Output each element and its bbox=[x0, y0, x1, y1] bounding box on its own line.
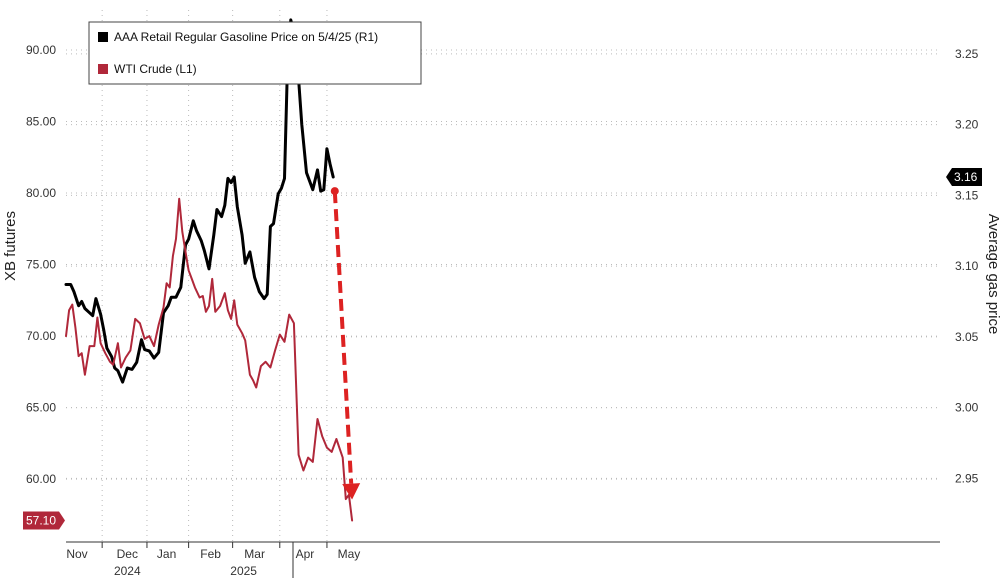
annotation-arrow-head bbox=[342, 483, 361, 500]
x-axis-month-labels: Nov Dec Jan Feb Mar Apr May bbox=[66, 547, 360, 561]
x-month-label: Dec bbox=[117, 547, 138, 561]
left-tick-label: 80.00 bbox=[26, 186, 56, 200]
x-month-label: May bbox=[338, 547, 361, 561]
left-tick-label: 75.00 bbox=[26, 258, 56, 272]
left-axis-tick-labels: 90.00 85.00 80.00 75.00 70.00 65.00 60.00 bbox=[26, 43, 56, 486]
right-axis-title: Average gas price bbox=[985, 214, 1002, 335]
x-month-label: Jan bbox=[157, 547, 176, 561]
x-month-label: Apr bbox=[296, 547, 315, 561]
last-value-badge-wti: 57.10 bbox=[23, 511, 65, 530]
left-tick-label: 85.00 bbox=[26, 115, 56, 129]
series-line-wti bbox=[65, 197, 354, 522]
left-axis-title: XB futures bbox=[2, 211, 19, 281]
badge-text: 3.16 bbox=[954, 170, 978, 184]
left-tick-label: 70.00 bbox=[26, 329, 56, 343]
annotation-layer bbox=[330, 187, 361, 500]
right-tick-label: 3.25 bbox=[955, 47, 979, 61]
left-tick-label: 60.00 bbox=[26, 472, 56, 486]
x-year-label: 2025 bbox=[230, 564, 257, 578]
last-value-badge-gasoline: 3.16 bbox=[946, 167, 982, 186]
x-month-label: Mar bbox=[244, 547, 265, 561]
legend-box bbox=[88, 21, 422, 85]
badge-text: 57.10 bbox=[26, 514, 56, 528]
badge-shape bbox=[946, 167, 982, 186]
right-tick-label: 3.15 bbox=[955, 188, 979, 202]
x-axis-ticks bbox=[101, 542, 328, 578]
right-tick-label: 3.00 bbox=[955, 401, 979, 415]
badge-shape bbox=[23, 511, 65, 530]
x-axis-year-labels: 2024 2025 bbox=[114, 564, 257, 578]
right-tick-label: 3.20 bbox=[955, 118, 979, 132]
legend-label-gasoline: AAA Retail Regular Gasoline Price on 5/4… bbox=[114, 30, 378, 44]
x-year-label: 2024 bbox=[114, 564, 141, 578]
last-value-badges: 3.16 57.10 bbox=[23, 167, 982, 530]
legend-swatch-wti bbox=[98, 64, 108, 74]
left-tick-label: 90.00 bbox=[26, 43, 56, 57]
right-tick-label: 3.05 bbox=[955, 330, 979, 344]
legend-label-wti: WTI Crude (L1) bbox=[114, 62, 197, 76]
right-tick-label: 3.10 bbox=[955, 259, 979, 273]
legend: AAA Retail Regular Gasoline Price on 5/4… bbox=[88, 21, 422, 85]
legend-swatch-gasoline bbox=[98, 32, 108, 42]
annotation-arrow-shaft bbox=[332, 190, 354, 484]
right-tick-label: 2.95 bbox=[955, 471, 979, 485]
x-month-label: Feb bbox=[200, 547, 221, 561]
right-axis-tick-labels: 3.25 3.20 3.15 3.10 3.05 3.00 2.95 bbox=[955, 47, 979, 485]
x-month-label: Nov bbox=[66, 547, 87, 561]
left-tick-label: 65.00 bbox=[26, 401, 56, 415]
